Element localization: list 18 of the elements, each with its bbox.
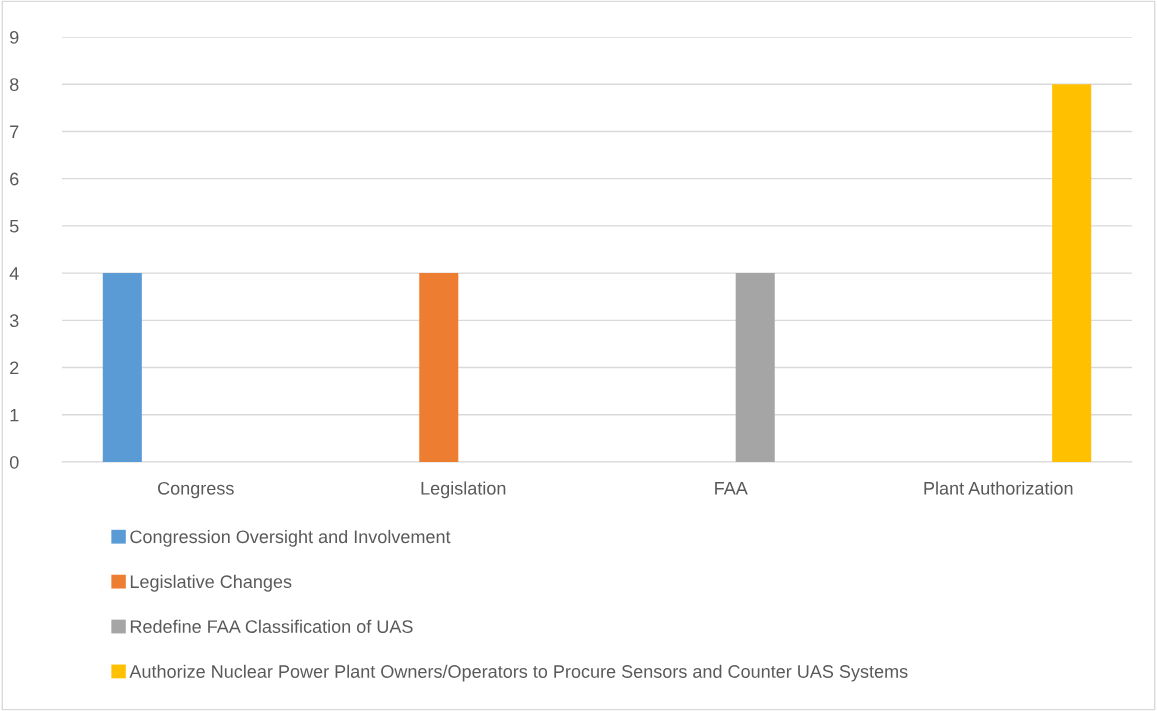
y-tick-label: 1: [10, 408, 19, 422]
legend-label: Redefine FAA Classification of UAS: [130, 619, 413, 633]
y-tick-label: 5: [9, 220, 19, 233]
x-tick-label: FAA: [715, 482, 748, 495]
x-tick-label: Legislation: [421, 481, 506, 499]
x-tick-label: Plant Authorization: [924, 481, 1073, 495]
y-tick-label: 8: [10, 78, 19, 91]
y-tick-label: 2: [10, 361, 19, 375]
y-tick-label: 3: [9, 314, 19, 328]
y-tick-label: 9: [10, 30, 19, 44]
y-tick-label: 4: [9, 267, 19, 280]
x-tick-label: Congress: [158, 481, 234, 499]
y-tick-label: 0: [9, 455, 19, 469]
y-tick-label: 6: [10, 172, 19, 186]
legend-label: Authorize Nuclear Power Plant Owners/Operators to Procure Sensors and Counter UAS Systems: [129, 664, 908, 682]
y-tick-label: 7: [10, 125, 19, 138]
legend-label: Congression Oversight and Involvement: [130, 529, 451, 547]
legend-label: Legislative Changes: [130, 574, 292, 592]
